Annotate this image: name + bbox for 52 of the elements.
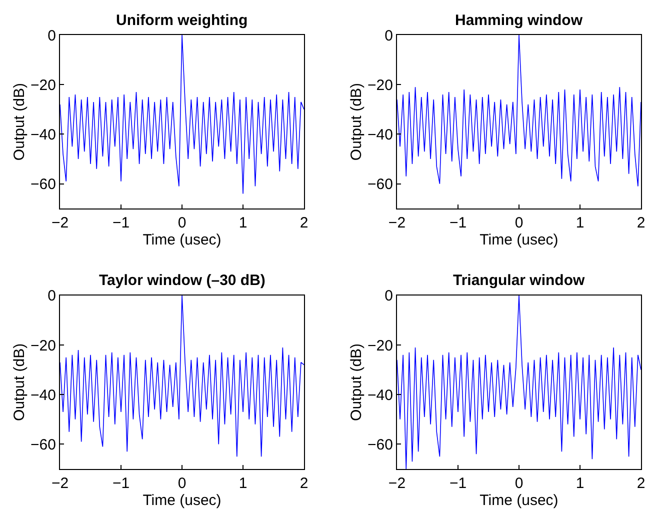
x-tick-label: −2 [388, 214, 406, 232]
x-tick-label: 0 [178, 475, 186, 492]
x-tick-label: 0 [514, 214, 524, 232]
y-tick-label: −60 [30, 436, 56, 454]
y-tick-label: −60 [368, 436, 393, 454]
x-tick-label: 1 [576, 475, 584, 492]
y-tick-label: −40 [30, 386, 56, 404]
x-tick-label: 1 [238, 214, 248, 232]
line-series [396, 295, 641, 469]
y-tick-label: 0 [384, 288, 393, 305]
x-tick-label: 2 [636, 214, 646, 232]
x-tick-label: 1 [576, 214, 584, 232]
x-tick-label: 1 [238, 475, 248, 492]
y-tick-label: −20 [30, 337, 56, 354]
x-tick-label: −1 [112, 475, 130, 492]
chart-title: Uniform weighting [116, 12, 248, 29]
y-axis-title: Output (dB) [348, 343, 365, 421]
x-tick-label: −2 [388, 475, 406, 492]
line-series [60, 295, 304, 457]
y-tick-label: 0 [384, 27, 393, 44]
y-tick-label: −40 [368, 126, 393, 144]
y-tick-label: −60 [368, 176, 393, 194]
y-tick-label: −40 [30, 126, 56, 144]
x-tick-label: 2 [300, 214, 308, 232]
line-series [60, 35, 304, 194]
chart-title: Taylor window (–30 dB) [99, 272, 266, 289]
x-tick-label: −1 [112, 214, 130, 232]
y-tick-label: −20 [30, 76, 56, 94]
y-tick-label: −20 [368, 337, 393, 354]
x-tick-label: −2 [51, 475, 69, 492]
x-tick-label: −2 [51, 214, 69, 232]
x-tick-label: 0 [178, 214, 186, 232]
y-axis-title: Output (dB) [10, 83, 28, 161]
x-axis-title: Time (usec) [142, 492, 222, 509]
x-tick-label: 2 [300, 475, 308, 492]
y-tick-label: −40 [368, 386, 393, 404]
x-axis-title: Time (usec) [480, 232, 558, 249]
y-axis-title: Output (dB) [10, 343, 28, 421]
x-tick-label: −1 [449, 475, 467, 492]
chart-title: Triangular window [453, 272, 586, 289]
x-axis-title: Time (usec) [480, 492, 558, 509]
chart-title: Hamming window [455, 12, 583, 29]
x-tick-label: 2 [636, 475, 646, 492]
y-tick-label: −20 [368, 76, 393, 94]
x-tick-label: −1 [449, 214, 467, 232]
y-tick-label: 0 [48, 27, 56, 44]
y-axis-title: Output (dB) [348, 83, 365, 161]
x-axis-title: Time (usec) [142, 232, 222, 249]
y-tick-label: 0 [48, 288, 56, 305]
y-tick-label: −60 [30, 176, 56, 194]
line-series [396, 35, 641, 187]
x-tick-label: 0 [514, 475, 524, 492]
